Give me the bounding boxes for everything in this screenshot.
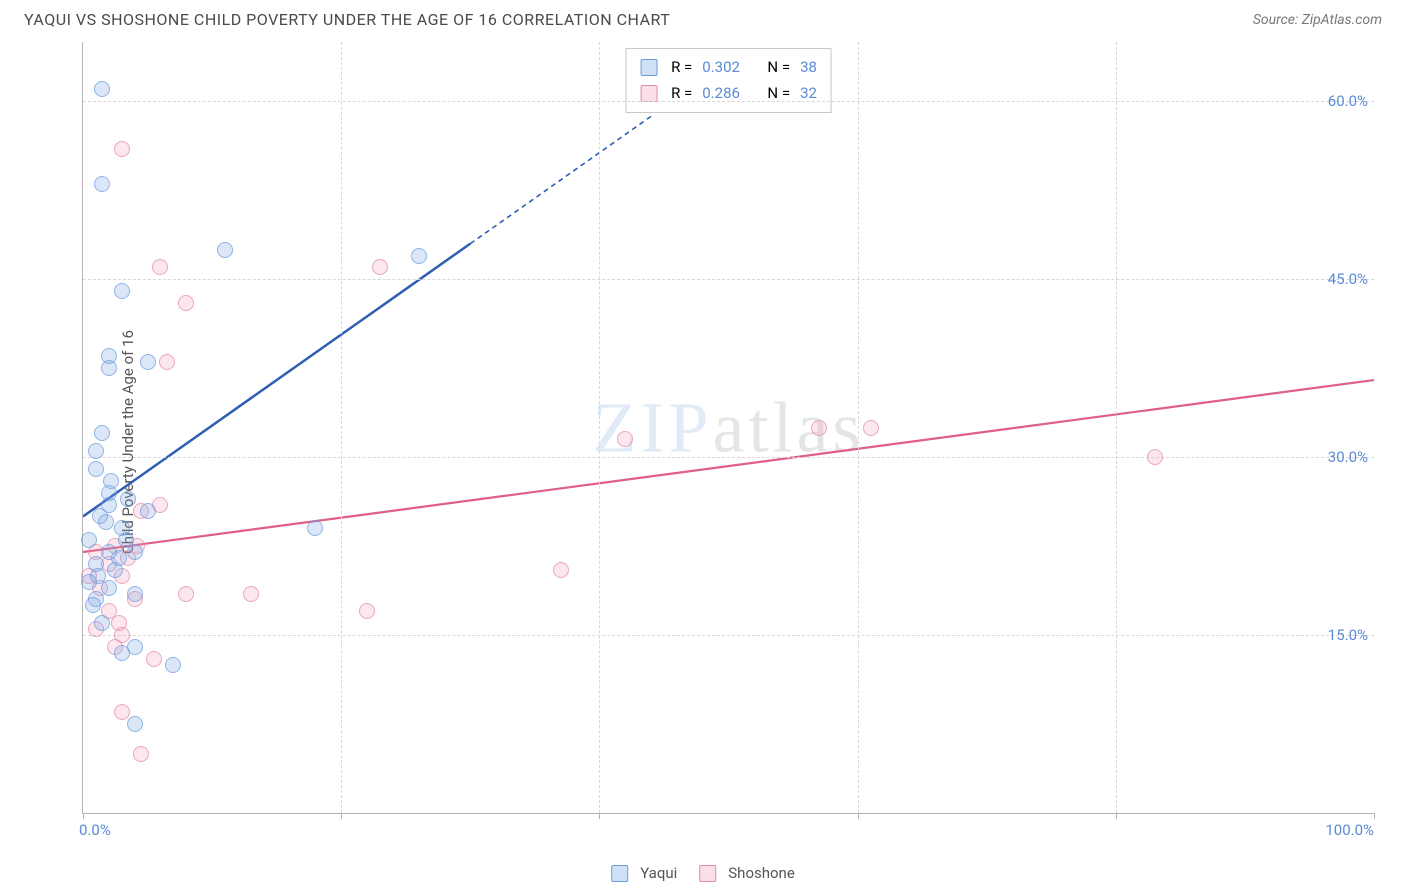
legend-row-yaqui: R = 0.302 N = 38 bbox=[640, 55, 817, 81]
chart-area: Child Poverty Under the Age of 16 ZIPatl… bbox=[24, 42, 1382, 842]
point-yaqui bbox=[307, 520, 323, 536]
x-tick bbox=[83, 813, 84, 819]
point-yaqui bbox=[101, 360, 117, 376]
point-shoshone bbox=[243, 586, 259, 602]
point-shoshone bbox=[178, 586, 194, 602]
legend-correlation: R = 0.302 N = 38 R = 0.286 N = 32 bbox=[625, 48, 832, 113]
point-yaqui bbox=[165, 657, 181, 673]
point-shoshone bbox=[114, 704, 130, 720]
point-shoshone bbox=[617, 431, 633, 447]
gridline-h bbox=[83, 457, 1374, 458]
x-tick bbox=[1374, 813, 1375, 819]
point-shoshone bbox=[372, 259, 388, 275]
x-tick-label: 100.0% bbox=[1325, 821, 1374, 839]
point-yaqui bbox=[81, 532, 97, 548]
chart-title: YAQUI VS SHOSHONE CHILD POVERTY UNDER TH… bbox=[24, 10, 670, 29]
x-tick-label: 0.0% bbox=[79, 821, 111, 839]
point-yaqui bbox=[140, 354, 156, 370]
point-shoshone bbox=[152, 259, 168, 275]
plot-region: ZIPatlas R = 0.302 N = 38 R = 0.286 N = … bbox=[82, 42, 1374, 814]
point-yaqui bbox=[94, 176, 110, 192]
point-yaqui bbox=[88, 461, 104, 477]
legend-item-yaqui: Yaqui bbox=[611, 864, 677, 882]
chart-header: YAQUI VS SHOSHONE CHILD POVERTY UNDER TH… bbox=[0, 0, 1406, 37]
point-yaqui bbox=[411, 248, 427, 264]
gridline-h bbox=[83, 279, 1374, 280]
gridline-h bbox=[83, 101, 1374, 102]
point-shoshone bbox=[114, 141, 130, 157]
gridline-v bbox=[858, 42, 859, 813]
point-yaqui bbox=[103, 473, 119, 489]
swatch-shoshone bbox=[640, 85, 657, 102]
point-shoshone bbox=[359, 603, 375, 619]
point-yaqui bbox=[111, 550, 127, 566]
x-tick bbox=[599, 813, 600, 819]
point-yaqui bbox=[114, 645, 130, 661]
point-yaqui bbox=[127, 586, 143, 602]
x-tick bbox=[341, 813, 342, 819]
swatch-shoshone-icon bbox=[699, 865, 716, 882]
point-shoshone bbox=[111, 615, 127, 631]
legend-series: Yaqui Shoshone bbox=[611, 864, 795, 882]
point-yaqui bbox=[127, 716, 143, 732]
y-tick-label: 45.0% bbox=[1328, 270, 1368, 288]
point-shoshone bbox=[133, 746, 149, 762]
point-yaqui bbox=[118, 532, 134, 548]
swatch-yaqui bbox=[640, 59, 657, 76]
point-yaqui bbox=[92, 508, 108, 524]
point-yaqui bbox=[120, 491, 136, 507]
point-shoshone bbox=[178, 295, 194, 311]
gridline-h bbox=[83, 635, 1374, 636]
point-yaqui bbox=[140, 503, 156, 519]
point-shoshone bbox=[159, 354, 175, 370]
gridline-v bbox=[599, 42, 600, 813]
legend-item-shoshone: Shoshone bbox=[699, 864, 795, 882]
x-tick bbox=[1116, 813, 1117, 819]
point-yaqui bbox=[94, 81, 110, 97]
point-yaqui bbox=[217, 242, 233, 258]
source-attribution: Source: ZipAtlas.com bbox=[1253, 12, 1382, 28]
gridline-v bbox=[1116, 42, 1117, 813]
point-yaqui bbox=[85, 597, 101, 613]
y-tick-label: 15.0% bbox=[1328, 626, 1368, 644]
point-yaqui bbox=[90, 568, 106, 584]
point-yaqui bbox=[94, 615, 110, 631]
point-yaqui bbox=[88, 443, 104, 459]
swatch-yaqui-icon bbox=[611, 865, 628, 882]
point-shoshone bbox=[146, 651, 162, 667]
point-yaqui bbox=[94, 425, 110, 441]
point-shoshone bbox=[1147, 449, 1163, 465]
point-shoshone bbox=[811, 420, 827, 436]
point-shoshone bbox=[863, 420, 879, 436]
point-shoshone bbox=[553, 562, 569, 578]
point-yaqui bbox=[114, 283, 130, 299]
gridline-v bbox=[341, 42, 342, 813]
y-tick-label: 60.0% bbox=[1328, 92, 1368, 110]
regression-lines bbox=[83, 42, 1374, 813]
x-tick bbox=[858, 813, 859, 819]
y-tick-label: 30.0% bbox=[1328, 448, 1368, 466]
